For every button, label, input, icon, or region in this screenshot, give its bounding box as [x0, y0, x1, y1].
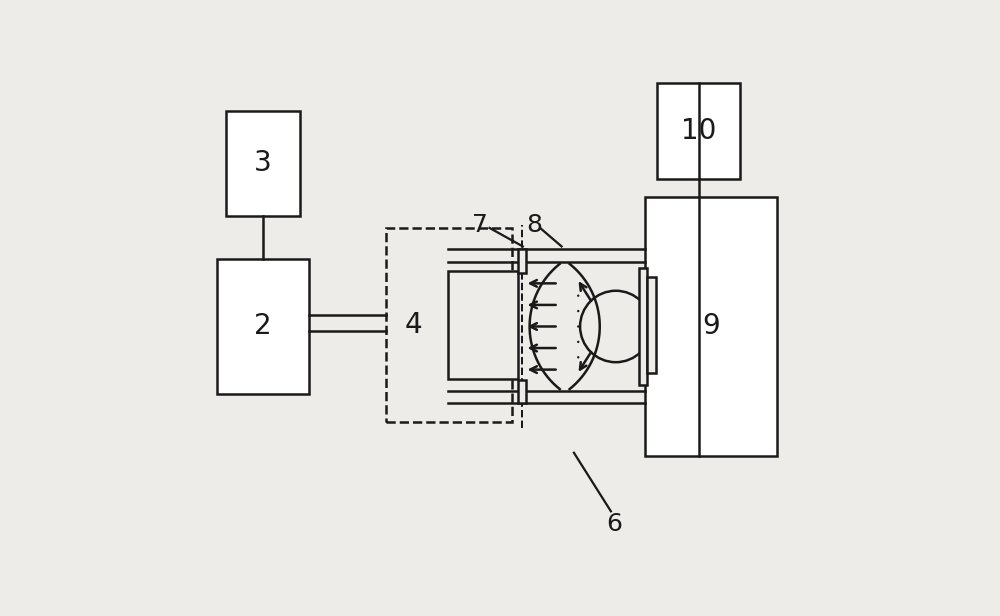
Bar [647, 277, 656, 373]
Bar [657, 83, 740, 179]
Text: 6: 6 [606, 512, 622, 535]
Text: 9: 9 [702, 312, 720, 341]
Text: 2: 2 [254, 312, 272, 341]
Bar [645, 197, 777, 456]
Text: 8: 8 [526, 213, 542, 237]
Bar [518, 380, 526, 403]
Text: 7: 7 [472, 213, 488, 237]
Text: 10: 10 [681, 117, 716, 145]
Text: 4: 4 [405, 311, 423, 339]
Bar [217, 259, 309, 394]
Bar [518, 249, 526, 273]
Bar [386, 228, 512, 422]
Text: 3: 3 [254, 149, 272, 177]
Bar [448, 271, 518, 379]
Bar [226, 111, 300, 216]
Bar [639, 268, 647, 385]
